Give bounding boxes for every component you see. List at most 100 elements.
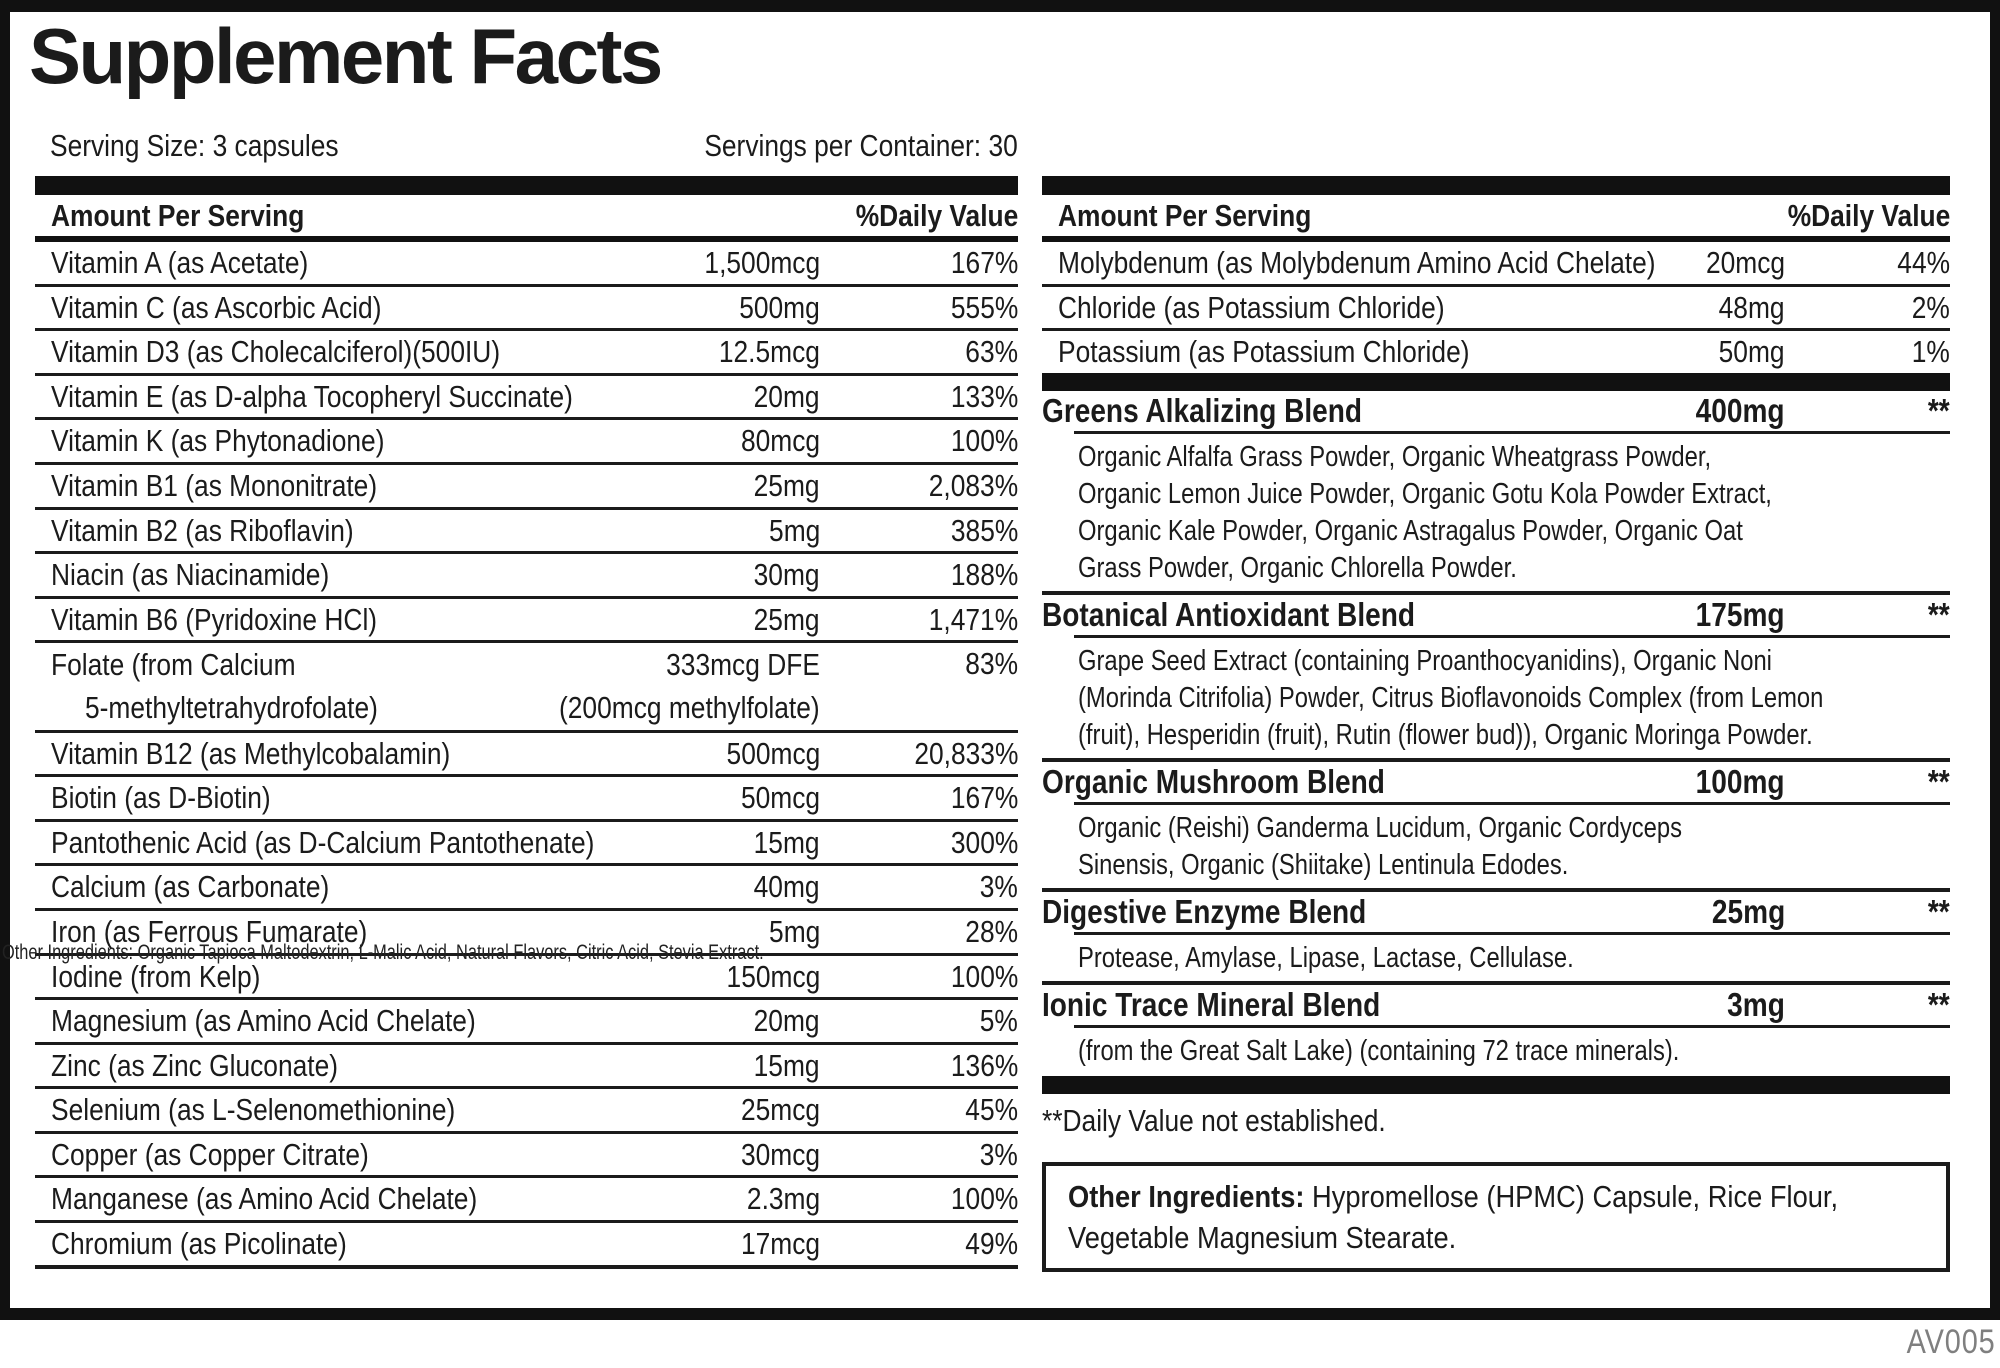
- left-table-rows: Vitamin A (as Acetate) 1,500mcg 167% Vitami…: [35, 242, 1018, 1269]
- table-row: Magnesium (as Amino Acid Chelate) 20mg 5%: [35, 1000, 1018, 1045]
- nutrient-amount: 15mg: [754, 824, 820, 860]
- nutrient-name: Chloride (as Potassium Chloride): [1058, 289, 1445, 325]
- nutrient-name: Vitamin B2 (as Riboflavin): [51, 512, 354, 548]
- nutrient-name: Copper (as Copper Citrate): [51, 1136, 369, 1172]
- other-ingredients-box: Other Ingredients: Hypromellose (HPMC) C…: [1042, 1161, 1950, 1272]
- table-row: Selenium (as L-Selenomethionine) 25mcg 45%: [35, 1089, 1018, 1134]
- label-border-bottom: [0, 1308, 2000, 1320]
- nutrient-daily-value: 28%: [965, 913, 1018, 949]
- right-nutrients-table: Amount Per Serving %Daily Value Molybden…: [1042, 176, 1950, 1272]
- blend-ingredients: Grape Seed Extract (containing Proanthoc…: [1078, 644, 1824, 751]
- blend-section: Greens Alkalizing Blend 400mg ** Organic Al…: [1042, 391, 1950, 591]
- table-row: Iodine (from Kelp) 150mcg 100%: [35, 956, 1018, 1001]
- table-row: Biotin (as D-Biotin) 50mcg 167%: [35, 777, 1018, 822]
- nutrient-name: Vitamin B6 (Pyridoxine HCl): [51, 601, 378, 637]
- blend-heading-rule: [1074, 931, 1950, 935]
- blend-ingredients: (from the Great Salt Lake) (containing 7…: [1078, 1034, 1680, 1067]
- nutrient-amount: 150mcg: [726, 958, 820, 994]
- nutrient-amount: 1,500mcg: [704, 245, 820, 280]
- nutrient-name: Vitamin K (as Phytonadione): [51, 423, 385, 459]
- other-ingredients-line1: Hypromellose (HPMC) Capsule, Rice Flour,: [1304, 1178, 1839, 1214]
- table-row: Vitamin B2 (as Riboflavin) 5mg 385%: [35, 510, 1018, 555]
- serving-size: Serving Size: 3 capsules: [50, 128, 339, 163]
- nutrient-amount: 48mg: [1719, 289, 1785, 325]
- label-border-left: [0, 0, 10, 1320]
- blend-section: Botanical Antioxidant Blend 175mg ** Grape …: [1042, 595, 1950, 758]
- table-row: Pantothenic Acid (as D-Calcium Pantothen…: [35, 822, 1018, 867]
- nutrient-amount: 15mg: [754, 1047, 820, 1083]
- table-row: Potassium (as Potassium Chloride) 50mg 1%: [1042, 331, 1950, 373]
- nutrient-name: Vitamin A (as Acetate): [51, 245, 309, 280]
- table-row: Vitamin D3 (as Cholecalciferol)(500IU) 12…: [35, 331, 1018, 376]
- nutrient-amount: 5mg: [768, 913, 820, 949]
- blend-name: Botanical Antioxidant Blend: [1042, 595, 1415, 633]
- table-row: Vitamin A (as Acetate) 1,500mcg 167%: [35, 242, 1018, 287]
- product-code: AV005: [1907, 1323, 1996, 1361]
- nutrient-name: Pantothenic Acid (as D-Calcium Pantothen…: [51, 824, 595, 860]
- table-top-bar: [1042, 176, 1950, 195]
- nutrient-amount: 5mg: [768, 512, 820, 548]
- table-row: Folate (from Calcium 5-methyltetrahydrofo…: [35, 643, 1018, 733]
- table-row: Vitamin B1 (as Mononitrate) 25mg 2,083%: [35, 465, 1018, 510]
- blend-heading-rule: [1074, 801, 1950, 805]
- nutrient-daily-value: 100%: [950, 423, 1018, 459]
- nutrient-amount: 30mg: [754, 557, 820, 593]
- nutrient-name: Folate (from Calcium 5-methyltetrahydrofo…: [51, 647, 378, 726]
- nutrient-name: Biotin (as D-Biotin): [51, 780, 271, 816]
- other-ingredients-label: Other Ingredients:: [1068, 1178, 1305, 1214]
- nutrient-daily-value: 1%: [1911, 334, 1950, 370]
- blend-ingredients: Organic Alfalfa Grass Powder, Organic Wh…: [1078, 440, 1772, 584]
- nutrient-name: Molybdenum (as Molybdenum Amino Acid Che…: [1058, 245, 1656, 280]
- table-row: Zinc (as Zinc Gluconate) 15mg 136%: [35, 1045, 1018, 1090]
- nutrient-name: Vitamin B12 (as Methylcobalamin): [51, 735, 451, 771]
- table-row: Iron (as Ferrous Fumarate) 5mg 28%: [35, 911, 1018, 956]
- nutrient-daily-value: 385%: [950, 512, 1018, 548]
- label-border-top: [0, 0, 2000, 12]
- nutrient-daily-value: 555%: [950, 289, 1018, 325]
- blend-daily-value: **: [1928, 762, 1950, 800]
- nutrient-daily-value: 1,471%: [928, 601, 1018, 637]
- table-row: Vitamin K (as Phytonadione) 80mcg 100%: [35, 420, 1018, 465]
- left-nutrients-table: Amount Per Serving %Daily Value Vitamin …: [35, 176, 1018, 1269]
- nutrient-name: Iron (as Ferrous Fumarate): [51, 913, 368, 949]
- right-table-header: Amount Per Serving %Daily Value: [1042, 195, 1950, 242]
- blend-daily-value: **: [1928, 391, 1950, 429]
- right-table-rows: Molybdenum (as Molybdenum Amino Acid Che…: [1042, 242, 1950, 373]
- nutrient-daily-value: 3%: [979, 1136, 1018, 1172]
- nutrient-name: Magnesium (as Amino Acid Chelate): [51, 1003, 476, 1039]
- blend-divider: [1042, 590, 1950, 595]
- nutrient-daily-value: 2,083%: [928, 467, 1018, 503]
- nutrient-amount: 25mg: [754, 601, 820, 637]
- nutrient-amount: 30mcg: [740, 1136, 820, 1172]
- nutrient-amount: 20mcg: [1705, 245, 1785, 280]
- blend-section: Ionic Trace Mineral Blend 3mg ** (from the …: [1042, 985, 1950, 1074]
- blend-heading-rule: [1074, 1024, 1950, 1028]
- blend-name: Digestive Enzyme Blend: [1042, 892, 1367, 930]
- column-header-daily-value: %Daily Value: [1787, 198, 1950, 233]
- column-header-amount: Amount Per Serving: [1058, 198, 1312, 233]
- blend-ingredients: Organic (Reishi) Ganderma Lucidum, Organ…: [1078, 811, 1682, 881]
- nutrient-amount: 25mg: [754, 467, 820, 503]
- blend-name: Organic Mushroom Blend: [1042, 762, 1385, 800]
- column-header-amount: Amount Per Serving: [51, 198, 305, 233]
- nutrient-daily-value: 45%: [965, 1092, 1018, 1128]
- nutrient-daily-value: 5%: [979, 1003, 1018, 1039]
- table-row: Manganese (as Amino Acid Chelate) 2.3mg 10…: [35, 1178, 1018, 1224]
- blend-daily-value: **: [1928, 595, 1950, 633]
- nutrient-daily-value: 3%: [979, 869, 1018, 905]
- nutrient-daily-value: 188%: [950, 557, 1018, 593]
- nutrient-name: Selenium (as L-Selenomethionine): [51, 1092, 456, 1128]
- table-row: Chromium (as Picolinate) 17mcg 49%: [35, 1223, 1018, 1269]
- section-divider-bar: [1042, 372, 1950, 391]
- blend-heading-rule: [1074, 430, 1950, 434]
- nutrient-name: Potassium (as Potassium Chloride): [1058, 334, 1470, 370]
- nutrient-amount: 2.3mg: [746, 1181, 820, 1217]
- blend-heading-rule: [1074, 634, 1950, 638]
- nutrient-name: Vitamin E (as D-alpha Tocopheryl Succina…: [51, 378, 573, 414]
- nutrient-amount: 50mcg: [740, 780, 820, 816]
- table-row: Vitamin E (as D-alpha Tocopheryl Succina…: [35, 376, 1018, 421]
- nutrient-daily-value: 100%: [950, 1181, 1018, 1217]
- nutrient-daily-value: 136%: [950, 1047, 1018, 1083]
- blend-ingredients: Protease, Amylase, Lipase, Lactase, Cell…: [1078, 941, 1574, 974]
- daily-value-footnote: **Daily Value not established.: [1042, 1102, 1386, 1138]
